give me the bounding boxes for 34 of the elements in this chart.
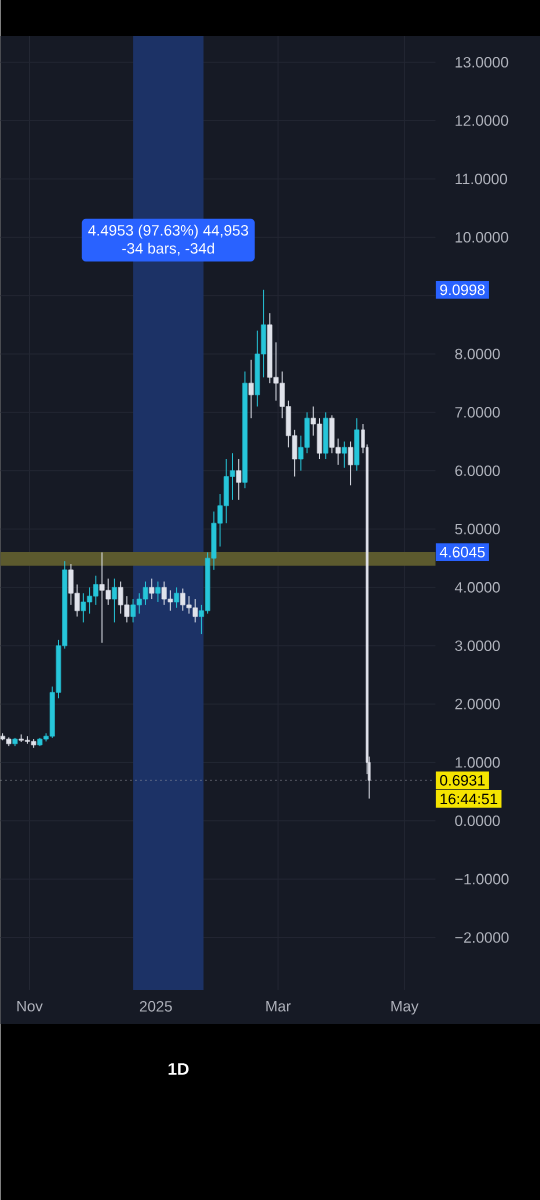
ref-line-label: 0.6931: [439, 775, 485, 786]
candlestick: [148, 578, 155, 600]
y-tick-label: 7.0000: [455, 407, 500, 418]
y-tick-label: 13.0000: [455, 56, 508, 68]
y-tick-label: −1.0000: [455, 873, 509, 885]
candlestick: [173, 586, 179, 609]
candlestick: [155, 581, 161, 603]
y-tick-label: 2.0000: [455, 698, 500, 710]
annotation: -34 bars, -34d: [122, 242, 214, 256]
y-tick-label: 1.0000: [455, 757, 500, 768]
y-tick-label: 5.0000: [454, 523, 500, 535]
candlestick: [341, 441, 347, 469]
x-tick-label: Nov: [17, 1001, 43, 1012]
y-tick-label: −2.0000: [455, 932, 509, 943]
candlestick: [347, 441, 353, 486]
annotation: 4.4953 (97.63%) 44,953: [87, 224, 248, 239]
candlestick: [111, 578, 117, 623]
x-tick-label: Mar: [266, 1001, 291, 1012]
y-tick-label: 0.0000: [454, 815, 500, 827]
y-tick-label: 4.0000: [454, 582, 500, 593]
x-tick-label: 2025: [139, 1001, 172, 1012]
candlestick: [248, 359, 254, 419]
y-tick-label: 8.0000: [454, 348, 500, 360]
y-tick-label: 10.0000: [455, 231, 508, 243]
y-tick-label: 11.0000: [455, 173, 507, 185]
text: 1D: [168, 1063, 189, 1075]
y-tick-label: 3.0000: [454, 640, 500, 652]
text: 16:44:51: [440, 793, 497, 805]
y-tick-label: 6.0000: [455, 465, 500, 477]
text: 9.0998: [439, 284, 485, 296]
y-tick-label: 12.0000: [455, 115, 508, 126]
candlestick: [235, 458, 242, 501]
text: 4.6045: [439, 546, 485, 558]
x-tick-label: May: [391, 1001, 419, 1015]
